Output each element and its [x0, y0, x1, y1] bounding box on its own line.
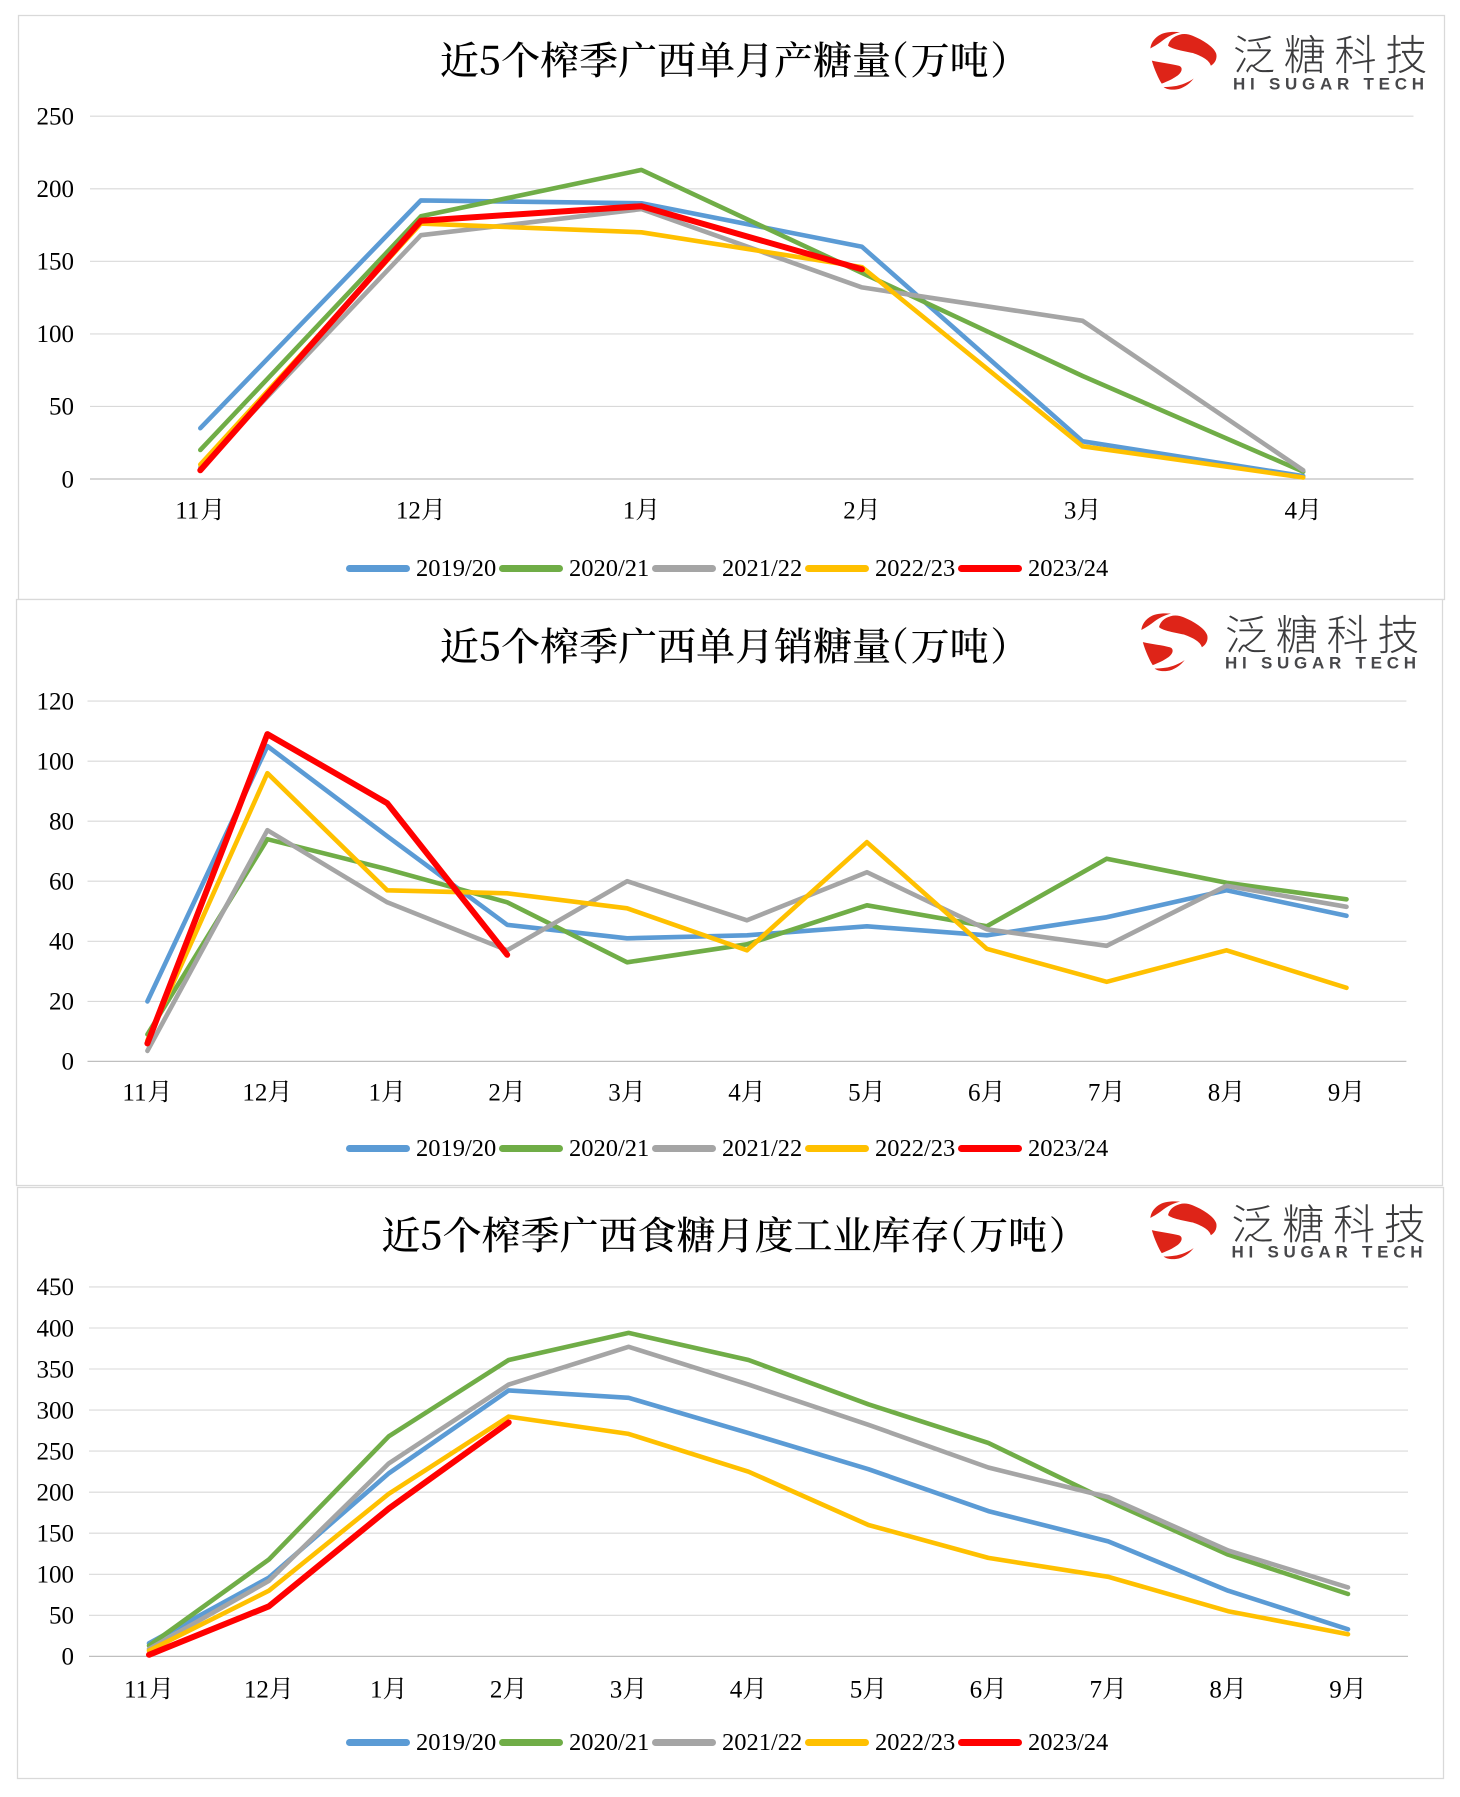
svg-text:250: 250: [37, 104, 75, 131]
svg-text:400: 400: [37, 1315, 75, 1342]
svg-text:12: 12: [242, 1079, 267, 1106]
svg-text:2023/24: 2023/24: [1028, 555, 1108, 582]
svg-text:300: 300: [37, 1397, 75, 1424]
svg-text:2: 2: [488, 1079, 501, 1106]
svg-text:9: 9: [1329, 1676, 1342, 1703]
svg-text:60: 60: [49, 869, 74, 896]
svg-text:2022/23: 2022/23: [875, 555, 955, 582]
svg-text:HI SUGAR TECH: HI SUGAR TECH: [1233, 75, 1424, 94]
svg-text:6: 6: [970, 1676, 983, 1703]
svg-text:200: 200: [37, 1480, 75, 1507]
svg-text:250: 250: [37, 1438, 75, 1465]
svg-text:350: 350: [37, 1356, 75, 1383]
svg-text:2021/22: 2021/22: [722, 555, 802, 582]
svg-text:40: 40: [49, 929, 74, 956]
svg-text:2021/22: 2021/22: [722, 1729, 802, 1756]
svg-text:12: 12: [396, 497, 421, 524]
svg-text:0: 0: [62, 466, 75, 493]
svg-text:HI SUGAR TECH: HI SUGAR TECH: [1225, 653, 1416, 672]
svg-text:3: 3: [608, 1079, 621, 1106]
svg-text:5: 5: [848, 1079, 861, 1106]
svg-text:2022/23: 2022/23: [875, 1135, 955, 1162]
svg-text:1: 1: [369, 1079, 382, 1106]
svg-text:7: 7: [1088, 1079, 1101, 1106]
svg-text:11: 11: [122, 1079, 146, 1106]
svg-text:5: 5: [850, 1676, 863, 1703]
svg-text:100: 100: [37, 749, 75, 776]
svg-text:50: 50: [49, 1603, 74, 1630]
svg-text:11: 11: [175, 497, 199, 524]
svg-text:2020/21: 2020/21: [569, 1729, 649, 1756]
svg-text:4: 4: [728, 1079, 741, 1106]
svg-text:6: 6: [968, 1079, 981, 1106]
svg-text:1: 1: [370, 1676, 383, 1703]
svg-text:2: 2: [843, 497, 856, 524]
svg-text:150: 150: [37, 1521, 75, 1548]
svg-text:1: 1: [623, 497, 636, 524]
svg-text:8: 8: [1209, 1676, 1222, 1703]
svg-text:2019/20: 2019/20: [416, 555, 496, 582]
svg-text:200: 200: [37, 176, 75, 203]
svg-text:120: 120: [37, 688, 75, 715]
svg-text:2020/21: 2020/21: [569, 1135, 649, 1162]
svg-text:20: 20: [49, 989, 74, 1016]
svg-text:2021/22: 2021/22: [722, 1135, 802, 1162]
svg-text:100: 100: [37, 321, 75, 348]
svg-text:150: 150: [37, 249, 75, 276]
svg-text:HI SUGAR TECH: HI SUGAR TECH: [1232, 1243, 1423, 1262]
svg-text:50: 50: [49, 394, 74, 421]
svg-text:11: 11: [124, 1676, 148, 1703]
svg-text:2023/24: 2023/24: [1028, 1729, 1108, 1756]
svg-text:4: 4: [1285, 497, 1298, 524]
svg-text:450: 450: [37, 1274, 75, 1301]
svg-text:2022/23: 2022/23: [875, 1729, 955, 1756]
svg-text:7: 7: [1090, 1676, 1103, 1703]
svg-text:2: 2: [490, 1676, 503, 1703]
svg-text:2019/20: 2019/20: [416, 1135, 496, 1162]
svg-text:0: 0: [62, 1644, 75, 1671]
svg-text:4: 4: [730, 1676, 743, 1703]
svg-text:3: 3: [610, 1676, 623, 1703]
svg-text:12: 12: [244, 1676, 269, 1703]
svg-text:2019/20: 2019/20: [416, 1729, 496, 1756]
svg-text:3: 3: [1064, 497, 1077, 524]
svg-text:2023/24: 2023/24: [1028, 1135, 1108, 1162]
svg-text:0: 0: [62, 1049, 75, 1076]
svg-text:100: 100: [37, 1562, 75, 1589]
svg-text:2020/21: 2020/21: [569, 555, 649, 582]
svg-text:9: 9: [1328, 1079, 1341, 1106]
svg-text:80: 80: [49, 809, 74, 836]
svg-text:8: 8: [1208, 1079, 1221, 1106]
